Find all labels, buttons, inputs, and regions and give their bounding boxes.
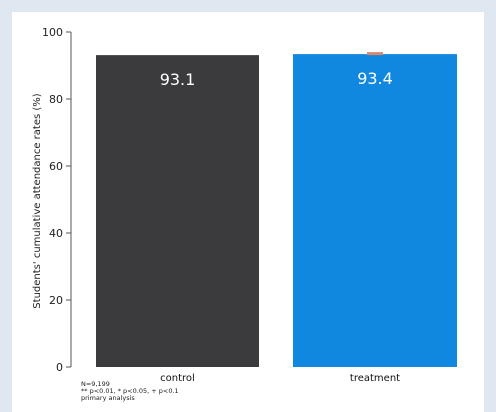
category-label: treatment (350, 373, 400, 384)
bar-value-label: 93.1 (160, 70, 196, 89)
bar-value-labels: 93.1 93.4 (160, 69, 393, 89)
y-tick-label: 100 (42, 26, 63, 39)
bar-control (96, 55, 259, 368)
y-tick-label: 0 (56, 361, 63, 374)
bar-value-label: 93.4 (357, 69, 393, 88)
category-label: control (160, 373, 195, 384)
bar-treatment (293, 54, 457, 368)
attendance-bar-chart: 0 20 40 60 80 100 93.1 93.4 control treatment S… (32, 26, 457, 384)
y-tick-label: 80 (49, 93, 63, 106)
bars (96, 52, 457, 368)
y-tick-label: 40 (49, 227, 63, 240)
footnote: N=9,199 ** p<0.01, * p<0.05, + p<0.1 pri… (81, 381, 179, 402)
x-category-labels: control treatment (160, 373, 400, 384)
y-tick-label: 20 (49, 294, 63, 307)
error-bar (367, 52, 383, 56)
y-tick-label: 60 (49, 160, 63, 173)
sample-size-note: N=9,199 (81, 380, 110, 388)
chart-frame: 0 20 40 60 80 100 93.1 93.4 control treatment S… (12, 12, 484, 412)
y-axis: 0 20 40 60 80 100 (42, 26, 72, 374)
significance-note: ** p<0.01, * p<0.05, + p<0.1 (81, 387, 179, 395)
analysis-note: primary analysis (81, 394, 135, 402)
y-axis-label: Students' cumulative attendance rates (%… (32, 93, 43, 308)
